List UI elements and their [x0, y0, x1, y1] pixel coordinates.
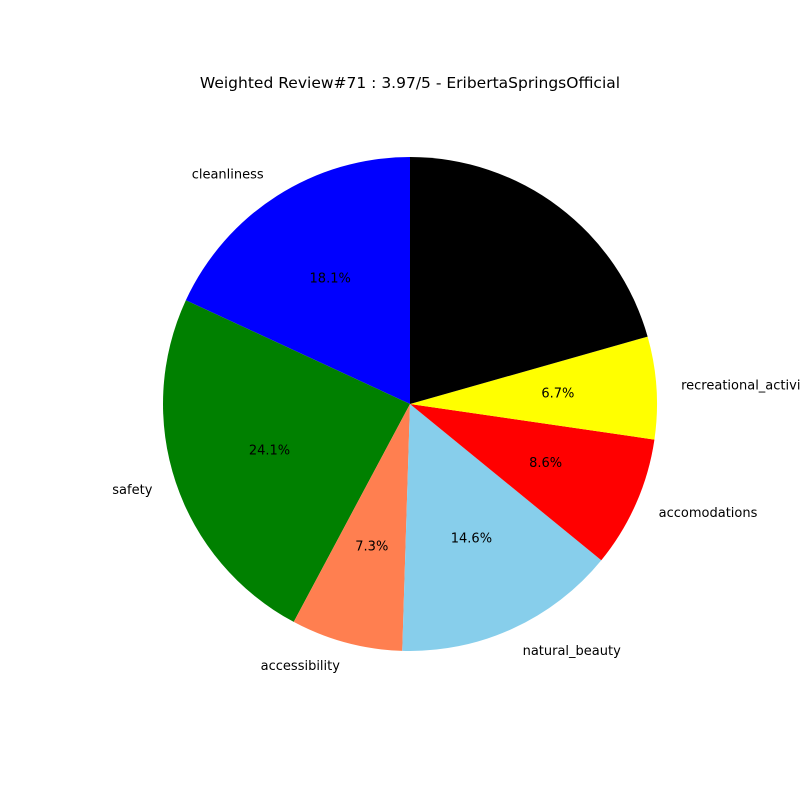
pie-slice-accomodations: [410, 404, 655, 561]
pie-slice-natural_beauty: [402, 404, 602, 651]
slice-label: recreational_activities: [681, 379, 800, 394]
pie-slice-unlabeled: [410, 157, 648, 404]
pie-slice-recreational_activities: [410, 336, 657, 440]
slice-label: cleanliness: [192, 168, 264, 183]
pie-slices: [163, 157, 657, 651]
slice-label: accomodations: [659, 506, 758, 521]
slice-percent-label: 8.6%: [529, 456, 562, 471]
pie-slice-cleanliness: [185, 157, 410, 404]
slice-percent-label: 6.7%: [541, 387, 574, 402]
slice-label: accessibility: [261, 659, 341, 674]
pie-labels: cleanliness 18.1% safety 24.1% accessibility…: [112, 168, 800, 674]
slice-percent-label: 14.6%: [451, 531, 492, 546]
chart-title: Weighted Review#71 : 3.97/5 - EribertaSp…: [200, 74, 620, 92]
slice-percent-label: 24.1%: [249, 444, 290, 459]
slice-label: natural_beauty: [523, 644, 622, 659]
pie-slice-safety: [163, 300, 410, 622]
slice-percent-label: 18.1%: [310, 272, 351, 287]
slice-percent-label: 7.3%: [355, 540, 388, 555]
pie-slice-accessibility: [293, 404, 410, 651]
slice-label: safety: [112, 483, 152, 498]
